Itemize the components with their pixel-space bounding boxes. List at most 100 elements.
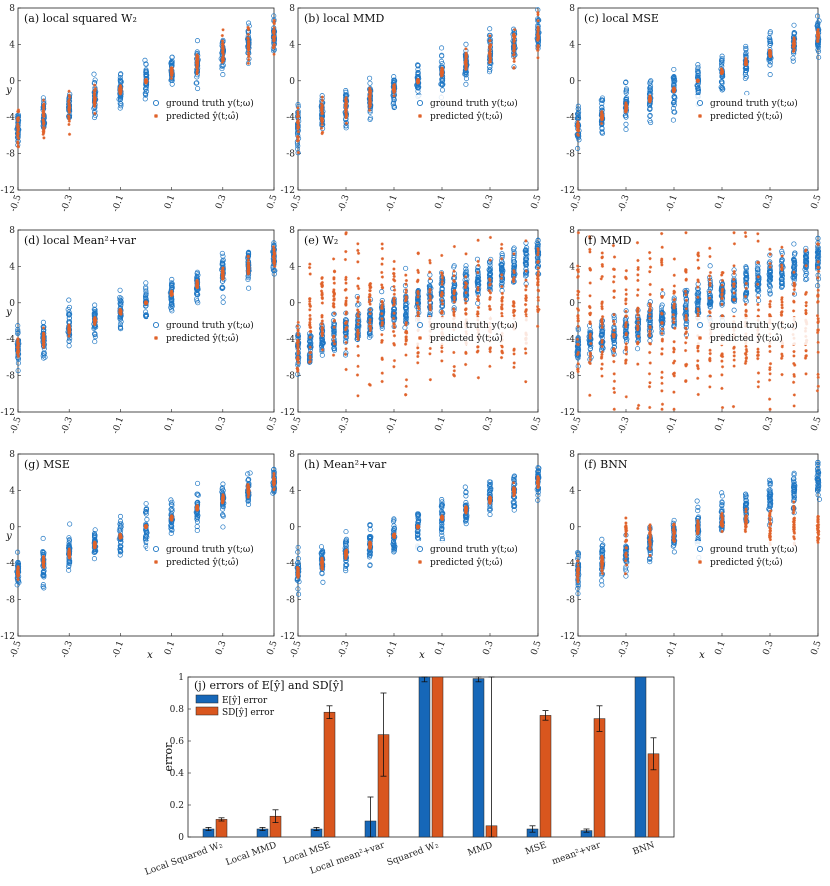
pred-point [344, 275, 348, 279]
pred-point [16, 353, 20, 357]
pred-point [512, 56, 516, 61]
truth-point [219, 286, 225, 292]
pred-point [41, 122, 46, 127]
pred-point [393, 279, 397, 283]
pred-point [308, 308, 312, 312]
pred-point [380, 302, 385, 306]
pred-point [296, 349, 300, 353]
truth-point [720, 86, 726, 92]
x-tick-label: -0.5 [8, 415, 23, 435]
pred-point [576, 296, 580, 300]
pred-point [428, 258, 432, 263]
pred-point [404, 393, 408, 397]
truth-point [766, 57, 772, 64]
pred-point [368, 289, 372, 293]
pred-point [41, 326, 46, 330]
pred-point [296, 114, 300, 118]
pred-point [524, 239, 528, 243]
pred-point [67, 122, 71, 127]
pred-point [308, 320, 312, 325]
pred-point [415, 301, 419, 305]
legend-pred-label: predicted ŷ(t;ω̂) [166, 333, 239, 344]
pred-point [16, 128, 20, 132]
truth-point [767, 59, 774, 65]
legend-truth-marker [152, 99, 160, 107]
pred-point [588, 250, 592, 254]
pred-point [392, 288, 397, 292]
y-tick-label: 0 [9, 299, 15, 309]
x-tick-label: -0.5 [8, 193, 23, 213]
pred-point [170, 71, 174, 75]
truth-point [66, 297, 72, 303]
pred-point [476, 305, 481, 310]
y-tick-label: -4 [566, 335, 575, 345]
truth-point [743, 68, 749, 74]
truth-point [220, 285, 226, 291]
pred-point [41, 113, 46, 117]
y-tick-label: -4 [6, 335, 15, 345]
pred-point [600, 362, 604, 366]
pred-point [344, 299, 348, 303]
truth-point [767, 36, 773, 42]
pred-point [392, 274, 396, 278]
panel-title: (b) local MMD [304, 12, 385, 25]
x-tick-label: 0.1 [163, 194, 177, 211]
pred-point [720, 69, 724, 73]
pred-point [404, 282, 408, 286]
pred-point [440, 311, 444, 315]
pred-point [536, 298, 540, 302]
truth-point [15, 330, 21, 337]
truth-point [671, 66, 677, 73]
pred-point [332, 292, 336, 296]
pred-point [332, 325, 336, 329]
truth-point [742, 75, 748, 81]
pred-point [440, 274, 444, 278]
pred-point [195, 285, 199, 289]
pred-point [380, 339, 384, 343]
pred-point [220, 268, 225, 273]
pred-point [42, 340, 46, 344]
pred-point [296, 118, 300, 122]
pred-point [637, 403, 641, 407]
pred-point [416, 295, 420, 299]
pred-point [343, 257, 347, 262]
pred-point [344, 287, 348, 292]
pred-point [415, 280, 420, 284]
pred-point [344, 278, 348, 282]
pred-point [67, 89, 71, 93]
pred-point [16, 350, 21, 355]
axes-frame [577, 7, 819, 191]
pred-point [343, 110, 348, 114]
pred-point [660, 288, 664, 292]
pred-point [368, 108, 372, 112]
y-tick-label: 8 [9, 226, 15, 236]
pred-point [635, 293, 640, 297]
pred-point [296, 122, 300, 126]
pred-point [416, 289, 420, 293]
legend-pred-label: predicted ŷ(t;ω̂) [166, 111, 239, 122]
truth-point [718, 58, 725, 64]
pred-point [320, 112, 324, 116]
pred-point [246, 48, 251, 52]
pred-point [684, 231, 688, 235]
pred-point [476, 376, 480, 380]
truth-point [92, 332, 98, 338]
truth-point [92, 302, 98, 308]
pred-point [367, 300, 371, 304]
pred-point [67, 98, 71, 102]
pred-point [576, 293, 580, 297]
pred-point [612, 280, 616, 284]
pred-point [612, 275, 616, 279]
pred-point [440, 298, 444, 303]
legend-pred-marker [418, 336, 422, 340]
truth-point [695, 69, 701, 75]
pred-point [320, 301, 324, 305]
pred-point [16, 119, 20, 123]
truth-point [791, 22, 797, 28]
scatter-panel: 840-4-8-12-0.5 -0.3 -0.1 0.1 0.3 0.5(c) local… [561, 4, 824, 213]
pred-point [195, 66, 199, 70]
pred-point [16, 116, 20, 120]
pred-point [368, 326, 373, 330]
pred-point [343, 328, 348, 332]
x-tick-label: -0.1 [111, 416, 126, 436]
